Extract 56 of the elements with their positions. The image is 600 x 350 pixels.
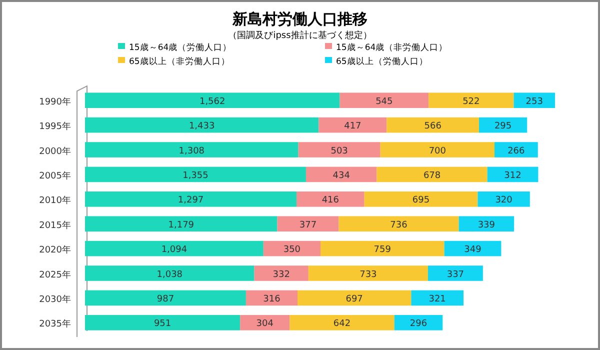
category-label: 2035年 <box>39 320 71 330</box>
data-label: 434 <box>332 170 350 181</box>
data-label: 377 <box>299 220 317 230</box>
legend-label: 65歳以上（非労働人口） <box>129 57 230 67</box>
category-label: 1995年 <box>39 122 71 132</box>
data-label: 1,562 <box>199 96 226 107</box>
data-label: 736 <box>390 220 408 230</box>
data-label: 296 <box>410 319 428 330</box>
category-label: 1990年 <box>39 97 71 108</box>
data-label: 951 <box>154 319 172 330</box>
data-label: 312 <box>504 170 522 181</box>
data-label: 545 <box>376 96 393 107</box>
data-label: 987 <box>156 294 174 304</box>
category-label: 2000年 <box>39 146 71 157</box>
data-label: 566 <box>424 122 442 132</box>
data-label: 295 <box>494 122 512 132</box>
data-label: 416 <box>322 196 340 206</box>
data-label: 316 <box>263 294 280 304</box>
data-label: 503 <box>330 146 348 156</box>
title: 新島村労働人口推移 <box>232 10 368 28</box>
data-label: 417 <box>344 122 362 132</box>
data-label: 697 <box>346 294 363 304</box>
category-label: 2010年 <box>39 196 71 206</box>
category-label: 2030年 <box>39 294 71 305</box>
data-label: 266 <box>508 146 525 156</box>
category-label: 2020年 <box>39 246 71 256</box>
data-label: 1,297 <box>178 196 204 206</box>
data-label: 349 <box>464 245 482 256</box>
data-label: 678 <box>423 170 441 181</box>
data-label: 253 <box>526 96 543 107</box>
data-label: 695 <box>412 196 430 206</box>
data-label: 339 <box>478 220 496 230</box>
data-label: 321 <box>428 294 446 304</box>
data-label: 337 <box>446 270 464 280</box>
data-label: 1,308 <box>178 146 205 156</box>
data-label: 1,179 <box>168 220 194 230</box>
data-label: 1,433 <box>188 122 215 132</box>
data-label: 304 <box>256 319 274 330</box>
legend-label: 15歳～64歳（労働人口） <box>129 43 232 53</box>
legend-label: 15歳～64歳（非労働人口） <box>336 43 448 53</box>
subtitle: （国調及びipss推計に基づく想定） <box>228 31 372 41</box>
data-label: 642 <box>333 319 351 330</box>
category-label: 2015年 <box>39 220 71 231</box>
category-label: 2025年 <box>39 270 71 280</box>
data-label: 350 <box>283 245 301 256</box>
category-label: 2005年 <box>39 171 71 182</box>
data-label: 332 <box>272 270 290 280</box>
data-label: 522 <box>462 96 480 107</box>
data-label: 700 <box>428 146 446 156</box>
legend-label: 65歳以上（労働人口） <box>336 57 428 67</box>
data-label: 320 <box>495 196 512 206</box>
data-label: 733 <box>360 270 377 280</box>
data-label: 1,038 <box>156 270 183 280</box>
data-label: 1,094 <box>161 245 188 256</box>
data-label: 759 <box>374 245 391 256</box>
data-label: 1,355 <box>182 170 208 181</box>
